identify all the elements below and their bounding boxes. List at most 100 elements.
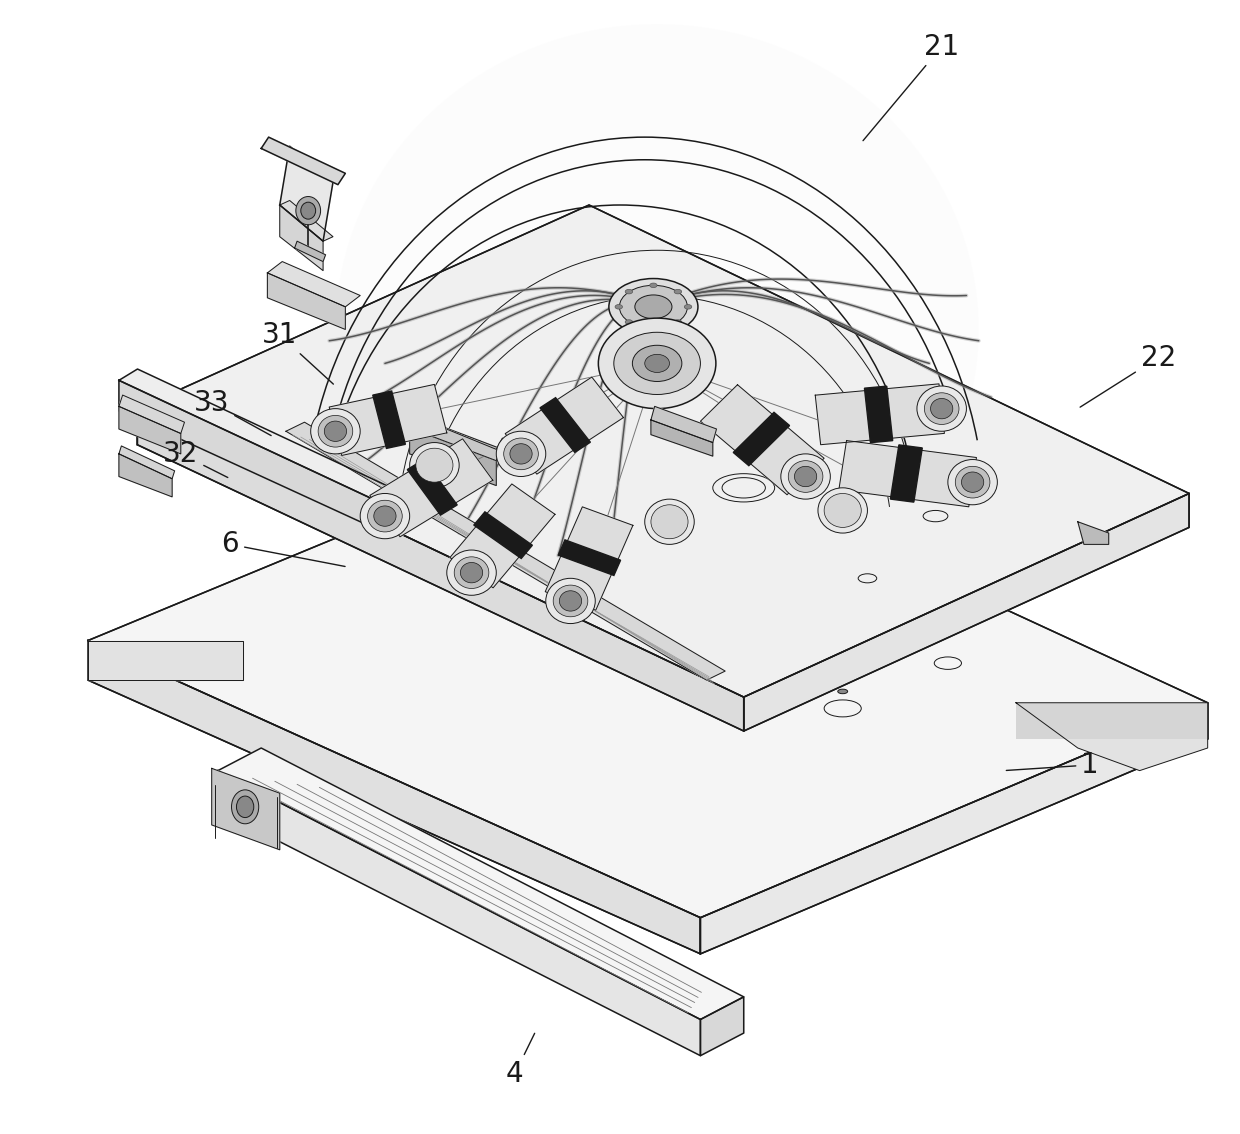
Polygon shape — [88, 641, 243, 680]
Ellipse shape — [645, 499, 694, 544]
Ellipse shape — [615, 305, 622, 310]
Ellipse shape — [496, 431, 546, 476]
Ellipse shape — [635, 295, 672, 319]
Ellipse shape — [546, 578, 595, 624]
Ellipse shape — [503, 438, 538, 469]
Ellipse shape — [625, 289, 632, 294]
Ellipse shape — [684, 305, 692, 310]
Ellipse shape — [924, 392, 959, 424]
Text: 4: 4 — [506, 1033, 534, 1088]
Ellipse shape — [409, 442, 459, 488]
Polygon shape — [119, 406, 181, 454]
Polygon shape — [218, 748, 744, 1019]
Polygon shape — [119, 446, 175, 479]
Polygon shape — [815, 384, 945, 445]
Ellipse shape — [446, 550, 496, 595]
Polygon shape — [268, 262, 360, 307]
Ellipse shape — [454, 557, 489, 589]
Polygon shape — [1016, 703, 1208, 771]
Polygon shape — [409, 416, 502, 460]
Polygon shape — [280, 146, 334, 242]
Polygon shape — [119, 380, 384, 533]
Ellipse shape — [625, 320, 632, 324]
Polygon shape — [119, 454, 172, 497]
Ellipse shape — [510, 443, 532, 464]
Ellipse shape — [947, 459, 997, 505]
Text: 32: 32 — [164, 440, 228, 477]
Ellipse shape — [632, 345, 682, 381]
Text: 31: 31 — [262, 321, 334, 384]
Polygon shape — [138, 205, 1189, 697]
Ellipse shape — [930, 398, 952, 418]
Polygon shape — [558, 540, 620, 575]
Polygon shape — [1016, 703, 1208, 739]
Polygon shape — [212, 769, 280, 849]
Ellipse shape — [781, 454, 831, 499]
Polygon shape — [1078, 522, 1109, 544]
Text: 33: 33 — [193, 389, 272, 435]
Polygon shape — [890, 445, 923, 502]
Ellipse shape — [367, 500, 402, 532]
Text: 21: 21 — [863, 33, 960, 141]
Ellipse shape — [237, 796, 254, 818]
Ellipse shape — [609, 279, 698, 336]
Polygon shape — [450, 484, 556, 587]
Ellipse shape — [916, 386, 966, 431]
Ellipse shape — [460, 562, 482, 583]
Ellipse shape — [675, 320, 682, 324]
Polygon shape — [733, 413, 790, 466]
Polygon shape — [295, 242, 326, 262]
Ellipse shape — [675, 289, 682, 294]
Polygon shape — [119, 395, 185, 433]
Polygon shape — [384, 493, 403, 533]
Ellipse shape — [559, 591, 582, 611]
Ellipse shape — [838, 689, 848, 694]
Polygon shape — [218, 771, 701, 1056]
Ellipse shape — [319, 415, 352, 447]
Text: 22: 22 — [1080, 344, 1176, 407]
Polygon shape — [138, 408, 744, 731]
Polygon shape — [744, 493, 1189, 731]
Polygon shape — [88, 641, 701, 954]
Polygon shape — [864, 387, 893, 442]
Ellipse shape — [301, 202, 316, 219]
Polygon shape — [280, 205, 324, 271]
Ellipse shape — [645, 354, 670, 372]
Ellipse shape — [415, 448, 453, 482]
Ellipse shape — [311, 408, 360, 454]
Ellipse shape — [296, 196, 321, 225]
Ellipse shape — [818, 488, 868, 533]
Polygon shape — [329, 384, 446, 456]
Polygon shape — [474, 511, 532, 558]
Polygon shape — [268, 273, 345, 330]
Ellipse shape — [360, 493, 409, 539]
Polygon shape — [262, 137, 345, 185]
Ellipse shape — [650, 284, 657, 288]
Ellipse shape — [373, 506, 396, 526]
Polygon shape — [373, 391, 405, 448]
Polygon shape — [701, 384, 825, 494]
Polygon shape — [409, 416, 502, 460]
Polygon shape — [701, 997, 744, 1056]
Ellipse shape — [599, 319, 715, 408]
Polygon shape — [701, 703, 1208, 954]
Polygon shape — [539, 398, 590, 452]
Ellipse shape — [336, 24, 978, 635]
Polygon shape — [88, 425, 1208, 917]
Polygon shape — [280, 201, 334, 242]
Ellipse shape — [620, 286, 687, 329]
Ellipse shape — [795, 466, 817, 486]
Ellipse shape — [651, 505, 688, 539]
Polygon shape — [119, 369, 403, 505]
Polygon shape — [407, 459, 458, 515]
Polygon shape — [651, 420, 713, 456]
Ellipse shape — [614, 332, 701, 395]
Polygon shape — [546, 507, 632, 610]
Polygon shape — [409, 428, 496, 485]
Text: 6: 6 — [222, 531, 345, 567]
Ellipse shape — [825, 493, 862, 527]
Ellipse shape — [325, 421, 346, 441]
Ellipse shape — [955, 466, 990, 498]
Ellipse shape — [650, 327, 657, 331]
Polygon shape — [505, 378, 624, 474]
